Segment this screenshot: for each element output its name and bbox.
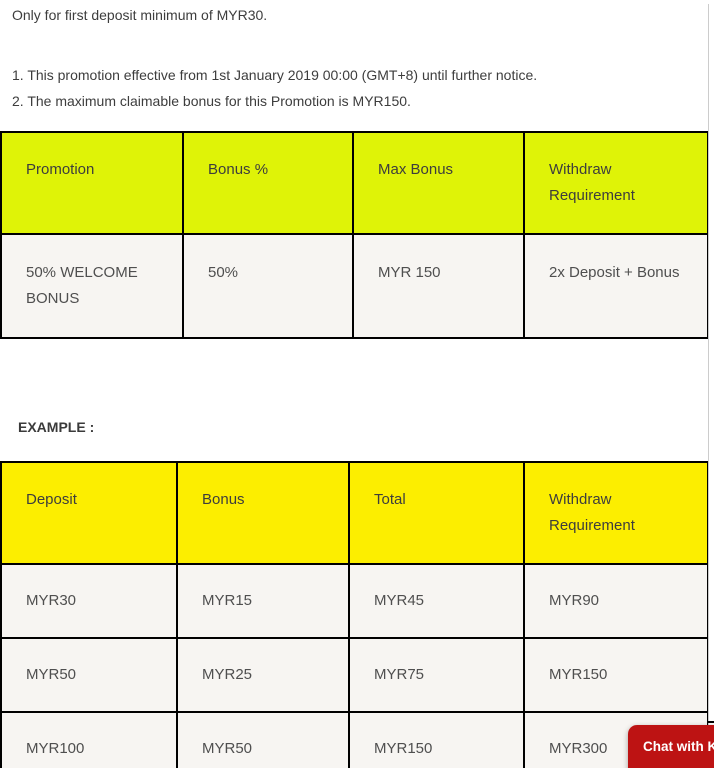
chat-widget-frame-edge — [707, 721, 714, 723]
promotion-header-cell: Bonus % — [182, 131, 354, 235]
example-heading: EXAMPLE : — [18, 419, 95, 435]
promotion-header-cell: Withdraw Requirement — [523, 131, 709, 235]
example-cell: MYR150 — [523, 637, 709, 713]
promotion-cell: 50% — [182, 233, 354, 339]
promotion-table-header-row: Promotion Bonus % Max Bonus Withdraw Req… — [0, 131, 709, 235]
terms-list: 1. This promotion effective from 1st Jan… — [12, 62, 714, 114]
chat-button[interactable]: Chat with K — [628, 725, 714, 768]
example-cell: MYR25 — [176, 637, 350, 713]
chat-button-label: Chat with K — [643, 738, 714, 754]
example-cell: MYR30 — [0, 563, 178, 639]
example-header-cell: Bonus — [176, 461, 350, 565]
example-table-row: MYR30 MYR15 MYR45 MYR90 — [0, 563, 709, 639]
promotion-cell: MYR 150 — [352, 233, 525, 339]
promotion-cell: 2x Deposit + Bonus — [523, 233, 709, 339]
example-cell: MYR100 — [0, 711, 178, 768]
promotion-header-cell: Max Bonus — [352, 131, 525, 235]
example-cell: MYR75 — [348, 637, 525, 713]
term-item-1: 1. This promotion effective from 1st Jan… — [12, 67, 538, 83]
example-header-cell: Deposit — [0, 461, 178, 565]
example-header-cell: Withdraw Requirement — [523, 461, 709, 565]
example-cell: MYR50 — [0, 637, 178, 713]
promotion-table-row: 50% WELCOME BONUS 50% MYR 150 2x Deposit… — [0, 233, 709, 339]
example-table: Deposit Bonus Total Withdraw Requirement… — [0, 461, 709, 768]
example-table-row: MYR100 MYR50 MYR150 MYR300 — [0, 711, 709, 768]
promotion-table: Promotion Bonus % Max Bonus Withdraw Req… — [0, 131, 709, 339]
intro-text: Only for first deposit minimum of MYR30. — [12, 7, 268, 23]
example-cell: MYR45 — [348, 563, 525, 639]
promotion-header-cell: Promotion — [0, 131, 184, 235]
example-cell: MYR90 — [523, 563, 709, 639]
example-cell: MYR150 — [348, 711, 525, 768]
example-cell: MYR15 — [176, 563, 350, 639]
example-cell: MYR50 — [176, 711, 350, 768]
example-header-cell: Total — [348, 461, 525, 565]
content-right-border — [708, 4, 709, 768]
promotion-cell: 50% WELCOME BONUS — [0, 233, 184, 339]
example-table-header-row: Deposit Bonus Total Withdraw Requirement — [0, 461, 709, 565]
example-table-row: MYR50 MYR25 MYR75 MYR150 — [0, 637, 709, 713]
term-item-2: 2. The maximum claimable bonus for this … — [12, 93, 411, 109]
